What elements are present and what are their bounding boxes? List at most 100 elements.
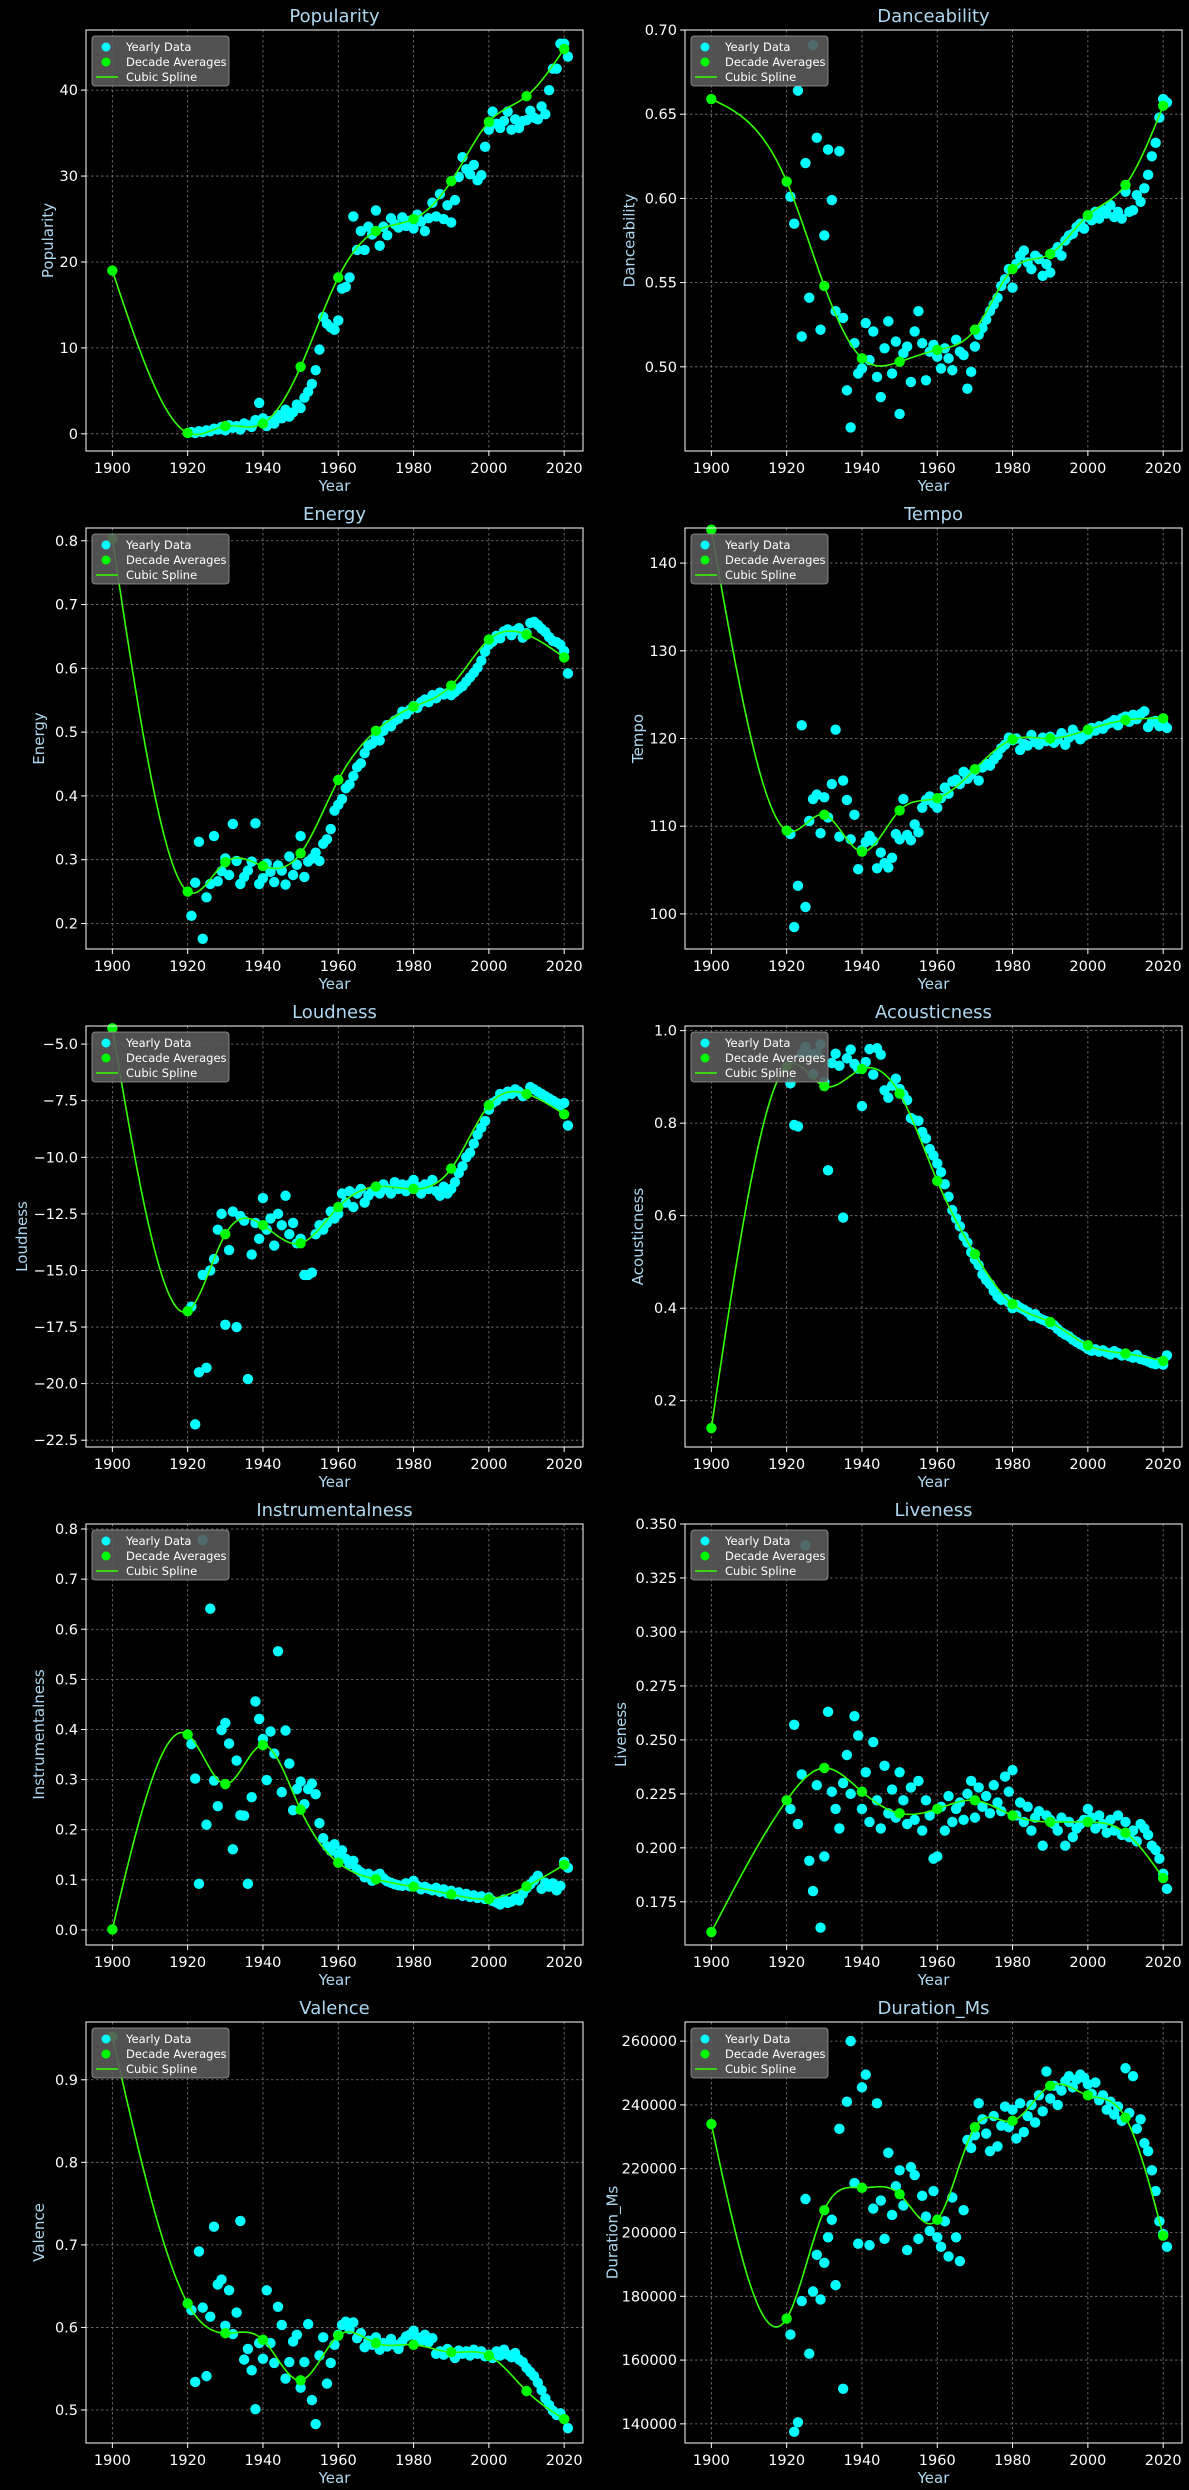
decade-points [706, 524, 1169, 857]
yearly-point [562, 2422, 574, 2434]
y-tick-label: 120 [649, 732, 677, 748]
y-tick-label: 30 [60, 169, 78, 185]
ticks: 1900 1920 1940 1960 1980 2000 2020 0.2 0.3 0.4 0.5… [55, 534, 583, 975]
yearly-point [1131, 2123, 1143, 2135]
yearly-point [382, 230, 393, 241]
y-tick-label: 0.7 [55, 1572, 78, 1588]
decade-points [706, 2080, 1169, 2324]
legend-decade-marker [700, 1053, 710, 1063]
yearly-point [849, 1710, 860, 1722]
yearly-point [257, 2353, 269, 2364]
yearly-point [1109, 2109, 1120, 2120]
yearly-point [932, 2232, 943, 2243]
yearly-point [826, 1786, 838, 1797]
yearly-point [875, 2195, 886, 2206]
yearly-point [943, 353, 954, 364]
yearly-point [883, 862, 894, 873]
decade-point [781, 2313, 792, 2324]
y-tick-label: 0.70 [645, 23, 677, 39]
x-tick-label: 2000 [1069, 1955, 1106, 1971]
yearly-point [186, 910, 197, 922]
x-tick-label: 1900 [94, 461, 131, 477]
yearly-point [796, 1769, 807, 1780]
yearly-point [1120, 2063, 1131, 2074]
chart-title: Liveness [895, 1500, 973, 1521]
decade-point [1120, 2112, 1131, 2123]
y-tick-label: 130 [649, 644, 677, 660]
legend-spline-label: Cubic Spline [725, 568, 796, 582]
decade-point [370, 725, 382, 737]
yearly-point [868, 1069, 879, 1080]
yearly-point [920, 2211, 932, 2222]
x-axis-label: Year [917, 975, 951, 993]
grid [685, 528, 1182, 949]
yearly-point [193, 1878, 205, 1890]
yearly-point [1018, 245, 1030, 256]
panel-danceability: 1900 1920 1940 1960 1980 2000 2020 0.50 0.55 0.60… [621, 6, 1183, 495]
decade-point [1007, 263, 1018, 275]
x-tick-label: 2000 [470, 2453, 507, 2469]
legend-decade-label: Decade Averages [725, 2047, 826, 2061]
yearly-point [811, 2249, 822, 2261]
decade-point [819, 1762, 830, 1774]
yearly-point [871, 1795, 883, 1806]
legend-decade-label: Decade Averages [725, 55, 826, 69]
yearly-point [442, 200, 453, 211]
decade-point [182, 886, 193, 897]
yearly-point [348, 211, 359, 222]
decade-point [220, 2328, 231, 2339]
yearly-point [272, 2301, 284, 2312]
decade-point [706, 524, 717, 535]
decade-point [483, 1893, 495, 1905]
yearly-point [954, 1797, 966, 1808]
legend-box [91, 2027, 230, 2079]
decade-point [295, 2375, 306, 2386]
legend-decade-marker [101, 1551, 111, 1561]
yearly-point [909, 819, 920, 830]
yearly-point [969, 341, 981, 352]
legend-yearly-label: Yearly Data [125, 2032, 191, 2046]
ticks: 1900 1920 1940 1960 1980 2000 2020 −22.5 −20.0 −1… [34, 1037, 583, 1473]
yearly-point [924, 2225, 935, 2237]
panel-energy: 1900 1920 1940 1960 1980 2000 2020 0.2 0.3 0.4 0.5… [30, 504, 584, 993]
yearly-point [830, 1048, 841, 1059]
y-axis-label: Loudness [13, 1201, 31, 1272]
decade-point [932, 1803, 943, 1815]
yearly-point [928, 1150, 939, 1161]
yearly-point [212, 1800, 223, 1812]
yearly-point [242, 1373, 254, 1385]
x-axis-label: Year [318, 477, 352, 495]
yearly-point [822, 2232, 834, 2243]
yearly-point [1150, 137, 1161, 149]
legend-box [690, 35, 829, 87]
legend-spline-label: Cubic Spline [126, 1564, 197, 1578]
yearly-point [962, 383, 973, 394]
chart-title: Danceability [877, 6, 990, 27]
yearly-point [1139, 183, 1150, 194]
yearly-point [950, 334, 962, 346]
yearly-point [845, 834, 856, 845]
yearly-point [1041, 258, 1052, 270]
yearly-point [1033, 1805, 1045, 1817]
yearly-point [958, 1814, 969, 1825]
decade-point [1120, 1827, 1131, 1838]
yearly-point [792, 1818, 804, 1830]
x-tick-label: 2020 [1145, 1457, 1182, 1473]
decade-point [558, 1109, 570, 1120]
y-tick-label: 0.3 [55, 1773, 78, 1789]
yearly-point [1026, 263, 1037, 275]
yearly-point [905, 1782, 917, 1793]
yearly-point [242, 865, 254, 876]
yearly-point [306, 378, 318, 390]
x-tick-label: 1920 [169, 2453, 206, 2469]
yearly-point [1105, 1814, 1116, 1825]
yearly-point [291, 2329, 303, 2341]
yearly-point [845, 1788, 856, 1800]
yearly-point [449, 194, 461, 206]
yearly-point [1161, 2241, 1173, 2253]
yearly-point [837, 2383, 849, 2394]
x-tick-label: 1940 [844, 1457, 881, 1473]
chart-title: Instrumentalness [256, 1500, 412, 1521]
